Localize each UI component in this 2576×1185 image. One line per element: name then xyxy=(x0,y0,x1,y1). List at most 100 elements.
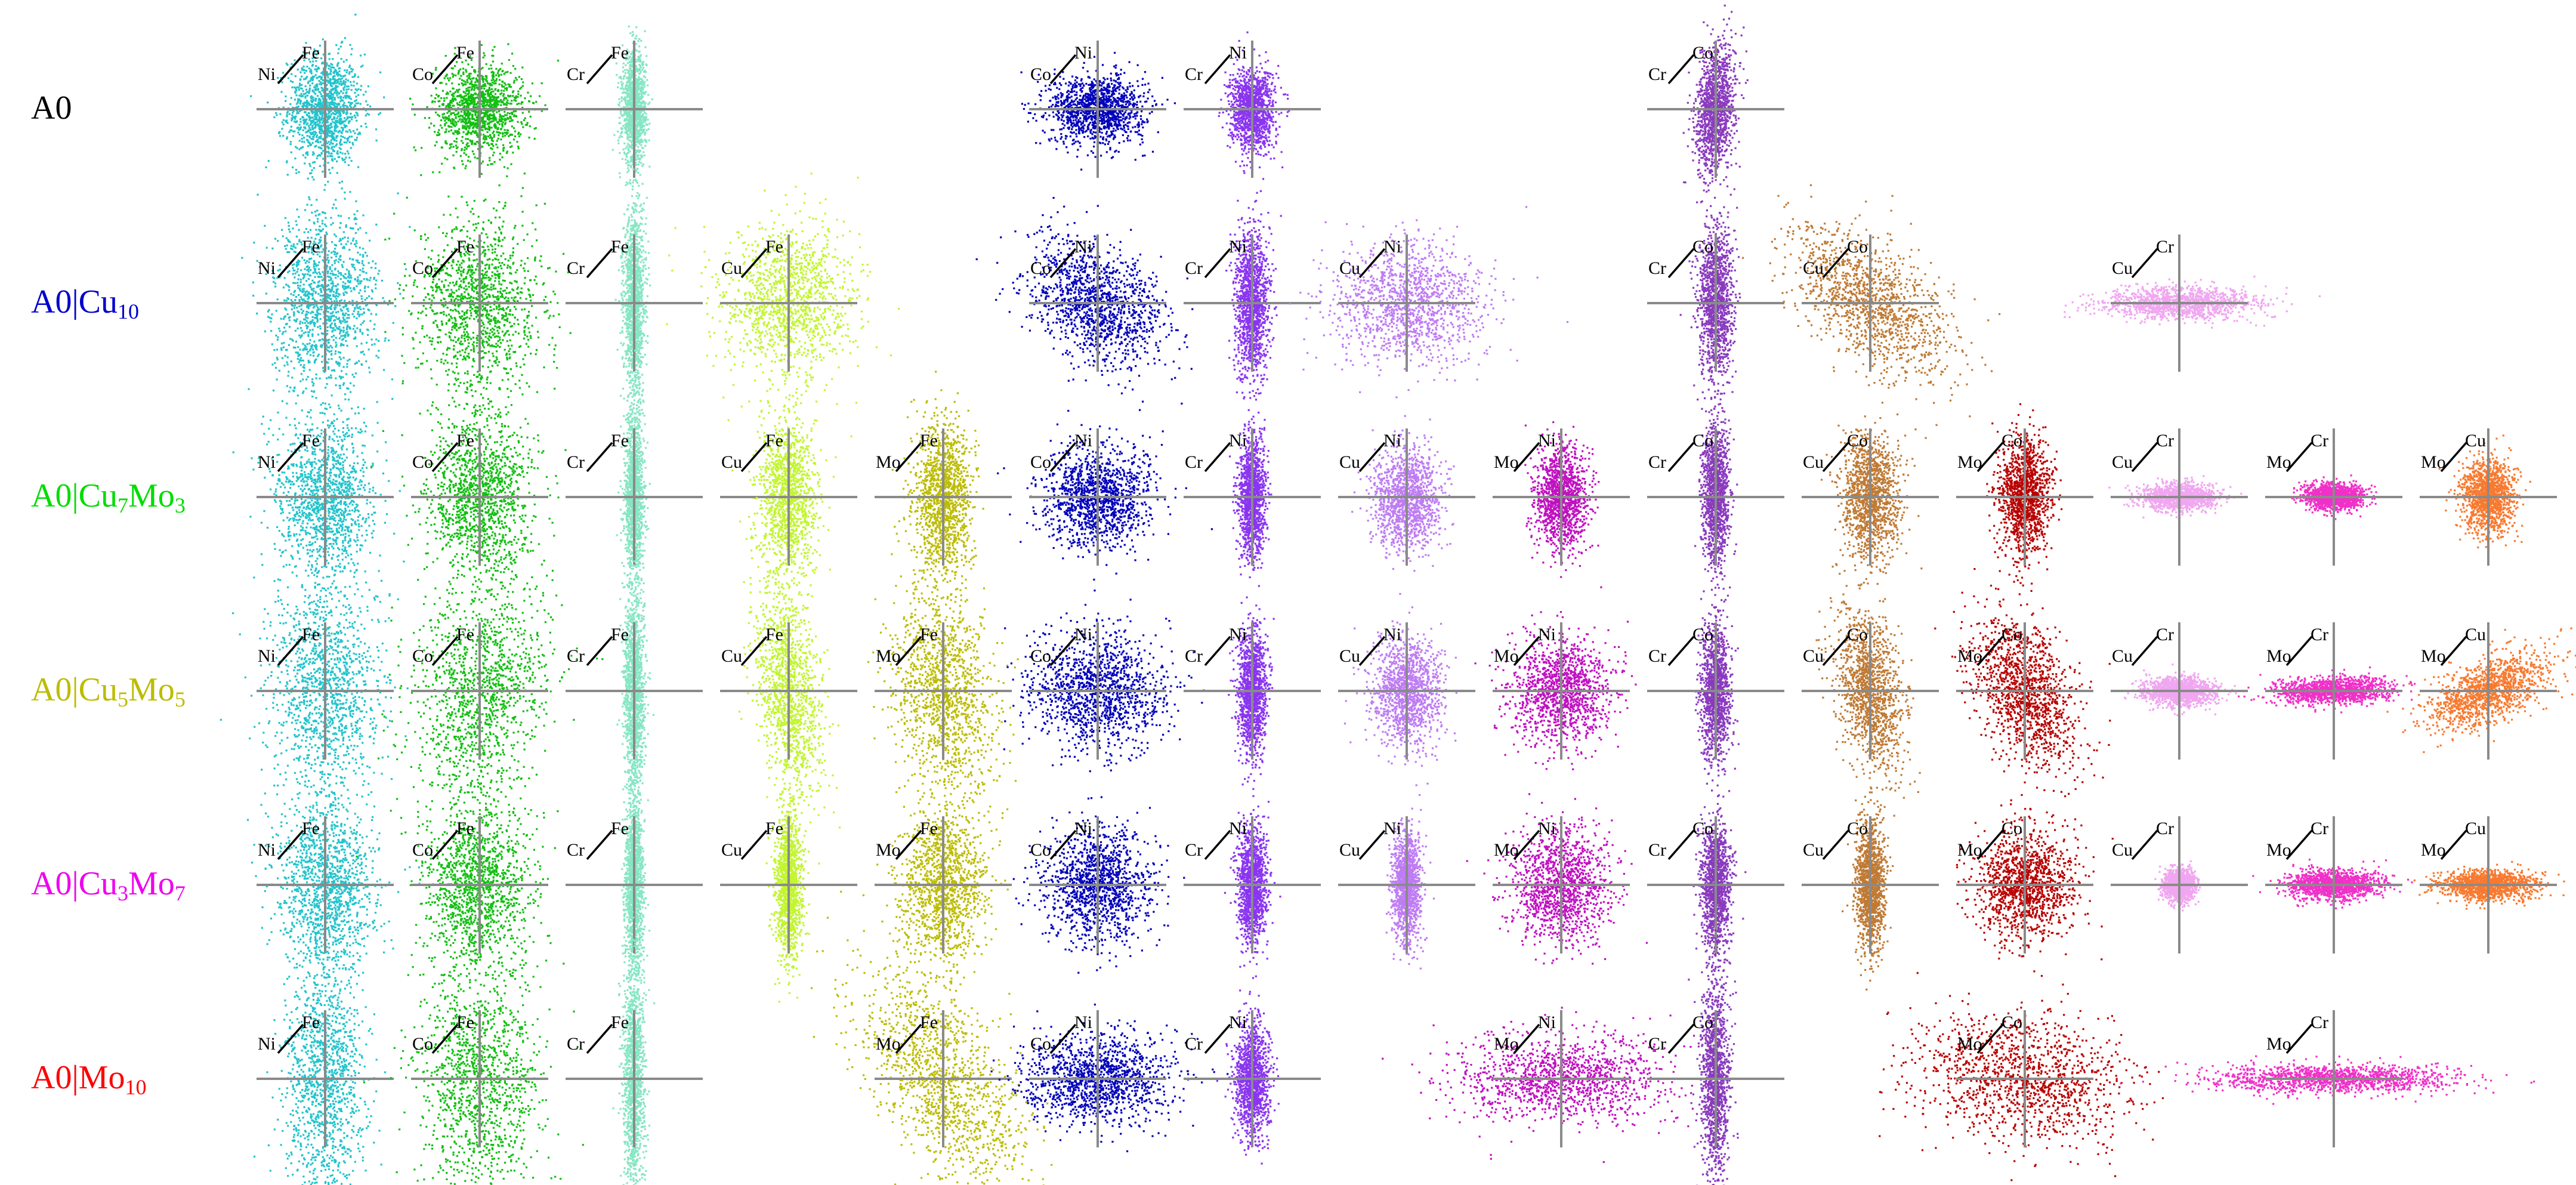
data-point xyxy=(338,83,340,85)
data-point xyxy=(341,181,343,183)
data-point xyxy=(319,121,321,123)
data-point xyxy=(336,65,338,67)
data-point xyxy=(333,106,335,107)
data-point xyxy=(337,53,339,54)
scatter-panel: NiFe xyxy=(250,14,394,226)
data-point xyxy=(311,125,313,126)
data-point xyxy=(305,85,307,87)
data-point xyxy=(318,154,320,156)
data-point xyxy=(291,152,292,153)
data-point xyxy=(344,159,345,161)
data-point xyxy=(338,48,339,50)
data-point xyxy=(368,114,370,116)
data-point xyxy=(316,136,317,138)
data-point xyxy=(302,90,304,92)
data-point xyxy=(328,169,330,171)
data-point xyxy=(312,138,314,140)
data-point xyxy=(278,132,280,134)
data-point xyxy=(344,95,346,97)
data-point xyxy=(294,91,296,92)
data-point xyxy=(304,119,305,121)
data-point xyxy=(322,115,323,116)
data-point xyxy=(312,128,314,130)
data-point xyxy=(294,98,296,100)
data-point xyxy=(312,78,314,79)
data-point xyxy=(319,128,320,130)
data-point xyxy=(340,81,342,82)
data-point xyxy=(339,142,341,144)
data-point xyxy=(351,70,353,72)
data-point xyxy=(290,141,292,143)
data-point xyxy=(364,54,366,55)
data-point xyxy=(312,162,314,163)
data-point xyxy=(356,137,358,138)
data-point xyxy=(312,136,314,138)
data-point xyxy=(320,141,322,143)
data-point xyxy=(301,76,302,78)
data-point xyxy=(350,68,352,70)
data-point xyxy=(338,156,340,158)
data-point xyxy=(283,119,285,121)
data-point xyxy=(349,64,351,66)
data-point xyxy=(299,121,301,123)
data-point xyxy=(302,129,304,131)
data-point xyxy=(328,97,329,98)
data-point xyxy=(333,117,335,119)
data-point xyxy=(378,113,379,115)
data-point xyxy=(356,120,357,122)
data-point xyxy=(345,79,347,81)
data-point xyxy=(297,69,299,70)
data-point xyxy=(282,135,284,137)
data-point xyxy=(350,113,351,115)
data-point xyxy=(313,121,314,123)
data-point xyxy=(334,78,336,80)
data-point xyxy=(296,224,298,226)
data-point xyxy=(357,76,359,78)
data-point xyxy=(301,84,302,86)
data-point xyxy=(337,115,339,117)
data-point xyxy=(281,128,283,129)
data-point xyxy=(320,119,322,121)
data-point xyxy=(365,100,367,102)
data-point xyxy=(336,140,338,141)
data-point xyxy=(357,115,359,116)
data-point xyxy=(347,150,348,152)
data-point xyxy=(311,117,313,119)
data-point xyxy=(334,97,336,98)
data-point xyxy=(317,88,319,90)
data-point xyxy=(316,77,318,79)
data-point xyxy=(309,172,311,174)
data-point xyxy=(320,57,322,59)
data-point xyxy=(347,137,349,139)
data-point xyxy=(357,102,359,104)
data-point xyxy=(328,141,329,143)
data-point xyxy=(310,98,312,100)
data-point xyxy=(329,115,331,117)
data-point xyxy=(357,166,359,168)
data-point xyxy=(303,141,305,143)
data-point xyxy=(354,14,356,16)
data-point xyxy=(365,91,367,92)
data-point xyxy=(307,95,308,97)
data-point xyxy=(273,116,275,118)
data-point xyxy=(341,187,343,189)
data-point xyxy=(360,103,362,105)
data-point xyxy=(302,103,304,104)
data-point xyxy=(282,121,283,123)
data-point xyxy=(343,89,345,91)
data-point xyxy=(353,130,354,132)
data-point xyxy=(336,95,338,97)
data-point xyxy=(315,98,317,100)
data-point xyxy=(345,92,347,94)
data-point xyxy=(339,121,341,123)
data-point xyxy=(360,55,362,57)
data-point xyxy=(297,132,299,134)
data-point xyxy=(291,126,292,128)
data-point xyxy=(304,112,305,113)
data-point xyxy=(344,117,345,119)
data-point xyxy=(336,150,338,152)
data-point xyxy=(288,131,290,133)
data-point xyxy=(295,169,297,171)
data-point xyxy=(350,147,352,149)
data-point xyxy=(352,142,354,144)
